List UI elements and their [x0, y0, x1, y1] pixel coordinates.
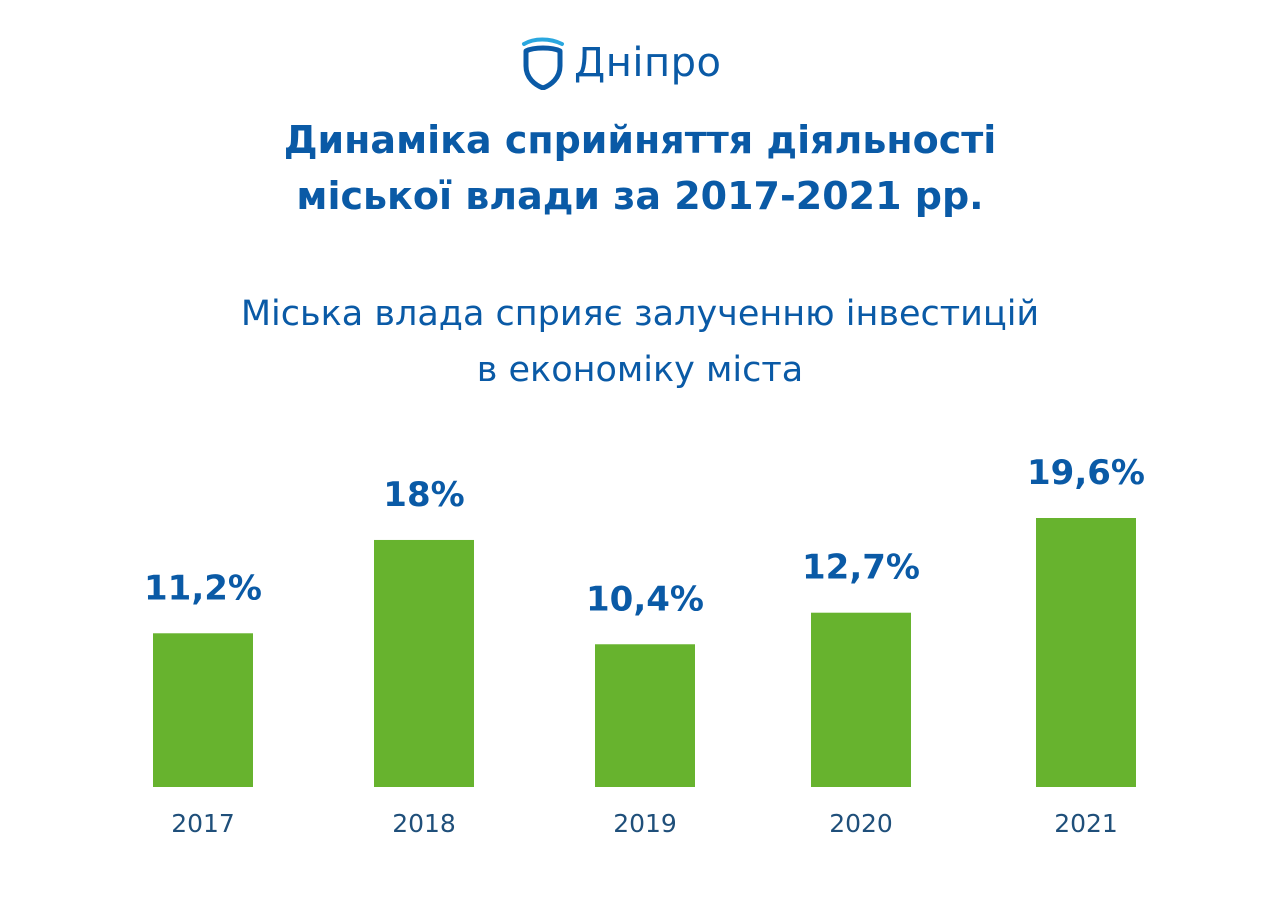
- bar-chart: 11,2% 2017 18% 2018 10,4% 2019 12,7% 2020 19,6% 2…: [144, 453, 1145, 838]
- x-tick-label-2018: 2018: [392, 809, 456, 838]
- value-label-2019: 10,4%: [586, 579, 704, 619]
- bar-2020: [811, 612, 911, 787]
- title-line-1: Динаміка сприйняття діяльності: [283, 118, 997, 162]
- value-label-2021: 19,6%: [1027, 453, 1145, 493]
- chart-subtitle: Міська влада сприяє залученню інвестицій…: [0, 286, 1280, 398]
- value-label-2020: 12,7%: [802, 548, 920, 588]
- logo: Дніпро: [520, 34, 722, 92]
- x-tick-label-2017: 2017: [171, 809, 235, 838]
- x-tick-label-2019: 2019: [613, 809, 677, 838]
- x-tick-label-2020: 2020: [829, 809, 893, 838]
- value-label-2017: 11,2%: [144, 568, 262, 608]
- logo-text: Дніпро: [574, 40, 722, 86]
- dnipro-shield-icon: [522, 37, 564, 90]
- bar-2017: [153, 633, 253, 787]
- bar-2019: [595, 644, 695, 787]
- subtitle-line-1: Міська влада сприяє залученню інвестицій: [240, 294, 1040, 334]
- page-title: Динаміка сприйняття діяльності міської в…: [0, 112, 1280, 224]
- title-line-2: міської влади за 2017-2021 рр.: [296, 174, 984, 218]
- subtitle-line-2: в економіку міста: [476, 350, 804, 390]
- x-tick-label-2021: 2021: [1054, 809, 1118, 838]
- value-label-2018: 18%: [383, 475, 464, 515]
- bar-2021: [1036, 518, 1136, 787]
- bar-2018: [374, 539, 474, 787]
